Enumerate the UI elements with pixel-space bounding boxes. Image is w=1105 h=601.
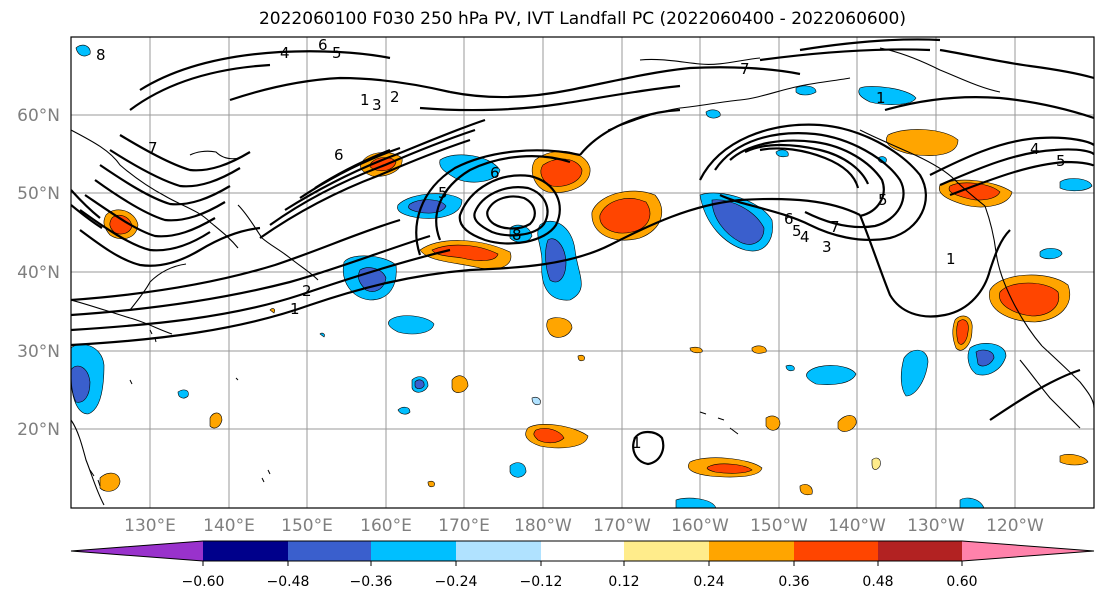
lon-label: 130°E — [124, 516, 176, 536]
contour-label: 3 — [822, 238, 832, 256]
colorbar-tick-label: 0.36 — [778, 574, 809, 590]
colorbar-tick-label: −0.60 — [182, 574, 225, 590]
lon-label: 170°W — [593, 516, 651, 536]
contour-label: 1 — [360, 91, 370, 109]
negative-anomaly-shading — [71, 44, 1093, 508]
lon-label: 180°W — [514, 516, 572, 536]
lon-label: 150°W — [750, 516, 808, 536]
lon-label: 150°E — [281, 516, 333, 536]
lat-label: 50°N — [17, 184, 60, 204]
contour-label: 4 — [800, 228, 810, 246]
contour-label: 1 — [632, 434, 642, 452]
longitude-labels: 130°E 140°E 150°E 160°E 170°E 180°W 170°… — [124, 516, 1044, 536]
latitude-labels: 60°N 50°N 40°N 30°N 20°N — [17, 106, 60, 440]
lon-label: 140°W — [828, 516, 886, 536]
graticule — [71, 37, 1094, 508]
contour-label: 1 — [876, 89, 886, 107]
contour-label: 7 — [740, 60, 750, 78]
colorbar-tick-label: −0.48 — [267, 574, 310, 590]
lon-label: 130°W — [907, 516, 965, 536]
contour-label: 2 — [390, 88, 400, 106]
colorbar-tick-label: −0.12 — [520, 574, 563, 590]
lon-label: 120°W — [986, 516, 1044, 536]
lat-label: 40°N — [17, 263, 60, 283]
colorbar-segment — [709, 541, 794, 561]
colorbar-segment — [624, 541, 709, 561]
contour-label: 6 — [334, 146, 344, 164]
colorbar-segment — [541, 541, 624, 561]
contour-label: 6 — [318, 36, 328, 54]
lat-label: 60°N — [17, 106, 60, 126]
lat-label: 20°N — [17, 420, 60, 440]
colorbar-segment — [203, 541, 288, 561]
contour-label: 1 — [946, 250, 956, 268]
colorbar-segment — [371, 541, 456, 561]
colorbar-segment — [71, 541, 203, 561]
contour-label: 3 — [372, 96, 382, 114]
colorbar-tick-label: −0.24 — [435, 574, 478, 590]
contour-label: 6 — [784, 210, 794, 228]
contour-label: 5 — [332, 44, 342, 62]
contour-label: 5 — [438, 184, 448, 202]
colorbar-tick-label: 0.24 — [693, 574, 724, 590]
colorbar-segment — [878, 541, 962, 561]
islands — [89, 329, 739, 487]
colorbar-segment — [456, 541, 541, 561]
contour-label: 4 — [1030, 140, 1040, 158]
lon-label: 140°E — [203, 516, 255, 536]
colorbar-tick-label: −0.36 — [350, 574, 393, 590]
lon-label: 160°E — [360, 516, 412, 536]
colorbar: −0.60 −0.48 −0.36 −0.24 −0.12 0.12 0.24 … — [70, 540, 1095, 590]
contour-labels: 8 6 5 4 3 2 1 7 6 6 5 2 1 8 7 1 6 5 4 3 — [96, 36, 1066, 452]
pv-contours — [71, 38, 1094, 466]
colorbar-tick-label: 0.48 — [862, 574, 893, 590]
map-frame — [70, 36, 1095, 509]
lon-label: 170°E — [438, 516, 490, 536]
colorbar-segment — [962, 541, 1094, 561]
colorbar-tick-labels: −0.60 −0.48 −0.36 −0.24 −0.12 0.12 0.24 … — [182, 574, 978, 590]
colorbar-tick-label: 0.60 — [946, 574, 977, 590]
lon-label: 160°W — [671, 516, 729, 536]
contour-label: 8 — [96, 46, 106, 64]
colorbar-segment — [794, 541, 878, 561]
contour-label: 2 — [302, 282, 312, 300]
contour-label: 7 — [148, 139, 158, 157]
colorbar-segment — [288, 541, 371, 561]
colorbar-segments — [70, 540, 1095, 562]
contour-label: 7 — [830, 218, 840, 236]
contour-label: 1 — [290, 300, 300, 318]
contour-label: 8 — [512, 226, 522, 244]
contour-label: 5 — [792, 222, 802, 240]
contour-label: 4 — [280, 44, 290, 62]
colorbar-ticks — [202, 561, 963, 566]
map-panel: 8 6 5 4 3 2 1 7 6 6 5 2 1 8 7 1 6 5 4 3 — [70, 36, 1095, 509]
lat-label: 30°N — [17, 342, 60, 362]
contour-label: 6 — [490, 164, 500, 182]
colorbar-tick-label: 0.12 — [608, 574, 639, 590]
coastlines — [71, 47, 1094, 506]
contour-label: 5 — [1056, 152, 1066, 170]
map-title: 2022060100 F030 250 hPa PV, IVT Landfall… — [258, 9, 906, 29]
contour-label: 5 — [878, 191, 888, 209]
